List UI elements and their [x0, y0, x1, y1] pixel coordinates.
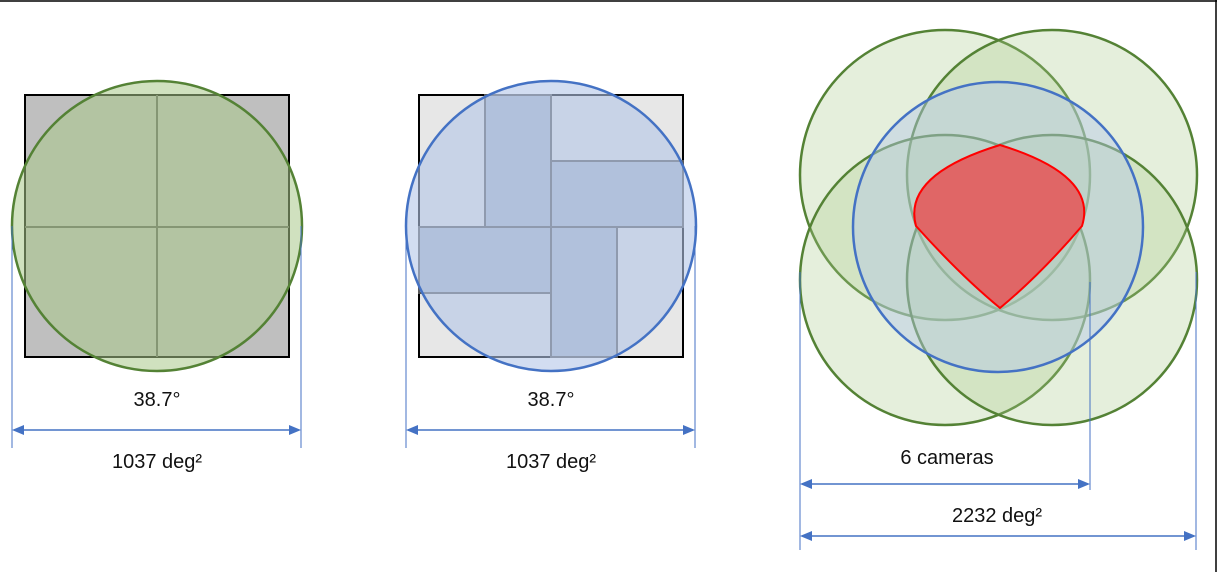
field-of-view-circle	[404, 79, 698, 373]
overlap-region	[913, 143, 1086, 310]
panel-3: 6 cameras 2232 deg²	[798, 28, 1199, 550]
panel-2: 38.7° 1037 deg²	[404, 79, 698, 473]
area-label: 2232 deg²	[952, 505, 1042, 527]
angle-label: 38.7°	[134, 389, 181, 411]
panel-1: 38.7° 1037 deg²	[10, 79, 304, 473]
area-label: 1037 deg²	[506, 451, 596, 473]
camera-count-label: 6 cameras	[900, 447, 993, 469]
area-label: 1037 deg²	[112, 451, 202, 473]
field-of-view-circle	[10, 79, 304, 373]
angle-label: 38.7°	[528, 389, 575, 411]
